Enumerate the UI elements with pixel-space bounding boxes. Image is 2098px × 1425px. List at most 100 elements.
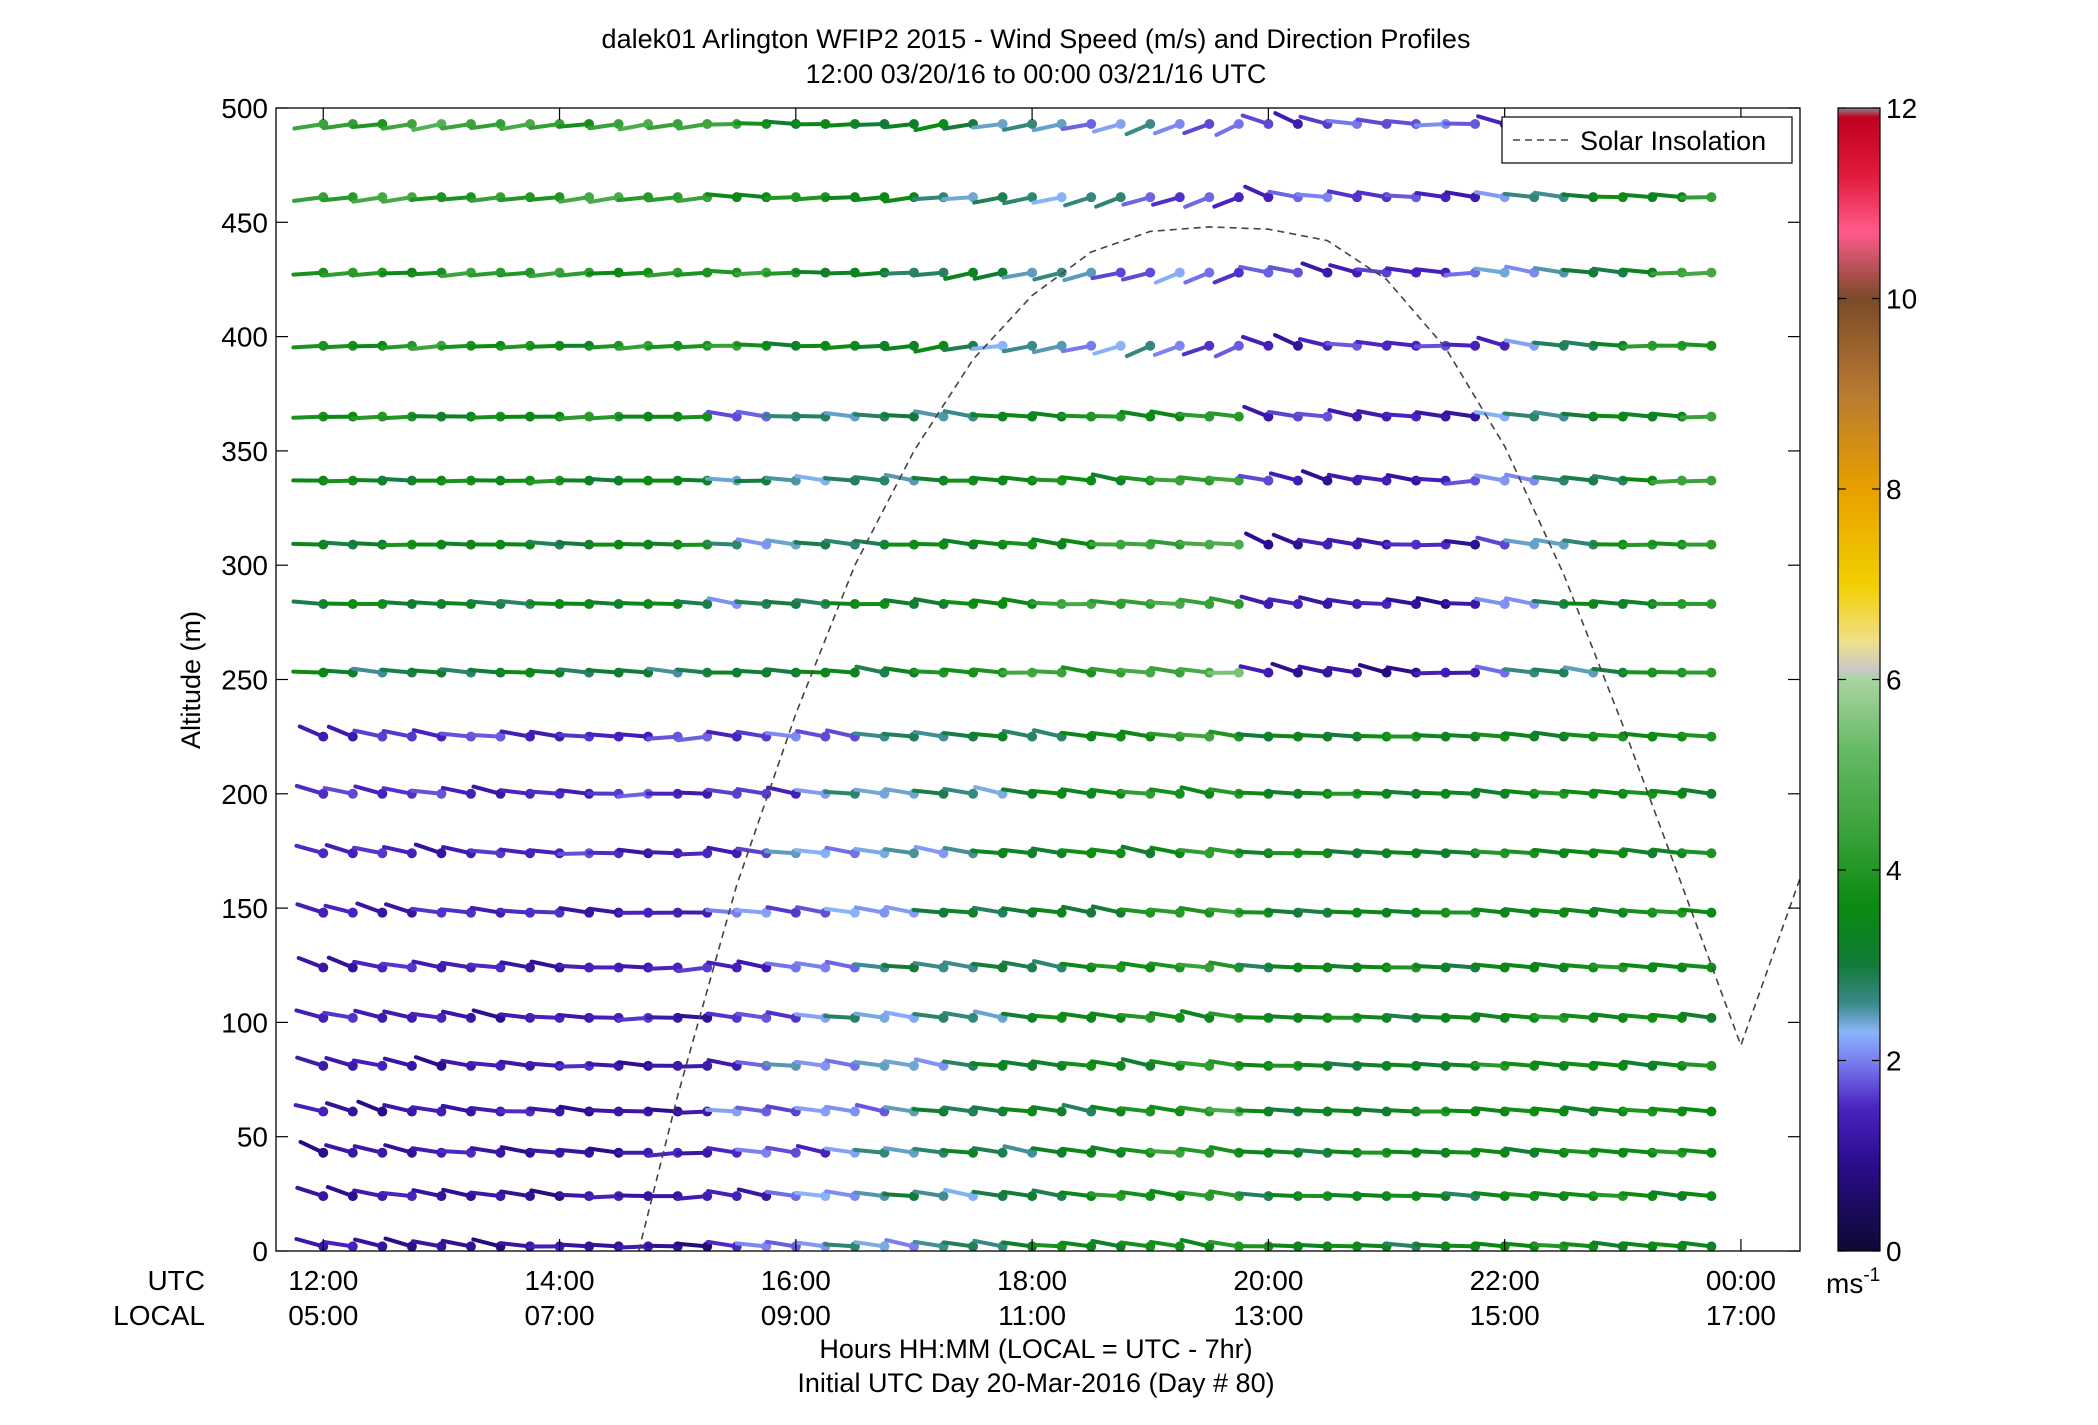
wind-barb-dot: [1470, 192, 1481, 203]
wind-barb-dot: [1263, 340, 1274, 351]
wind-barb-dot: [1470, 340, 1481, 351]
wind-barb: [972, 267, 1008, 281]
wind-barb-dot: [879, 475, 890, 486]
wind-barb: [1270, 661, 1303, 678]
wind-barb-dot: [1706, 599, 1717, 610]
wind-barb: [353, 784, 388, 799]
wind-barb: [1031, 119, 1067, 133]
wind-barb-dot: [436, 1241, 447, 1252]
wind-barb: [1148, 1239, 1185, 1252]
x-tick-label-local: 05:00: [288, 1300, 358, 1331]
wind-barb: [971, 961, 1008, 973]
wind-barb: [1208, 596, 1244, 610]
wind-barb-dot: [465, 907, 476, 918]
colorbar-tick-label: 12: [1886, 93, 1917, 124]
wind-barb: [324, 843, 358, 859]
wind-barb: [1238, 664, 1274, 678]
wind-barb-dot: [938, 788, 949, 799]
wind-barb-dot: [1115, 848, 1126, 859]
wind-barb-dot: [1706, 788, 1717, 799]
wind-barb-dot: [790, 907, 801, 918]
wind-barb-dot: [908, 340, 919, 351]
wind-barb: [380, 1190, 417, 1202]
y-tick-label: 200: [221, 779, 268, 810]
wind-barb-dot: [1292, 539, 1303, 550]
wind-barb-dot: [1322, 411, 1333, 422]
wind-barb-dot: [525, 731, 535, 742]
wind-barb-dot: [1086, 1241, 1097, 1252]
wind-barb: [587, 119, 624, 131]
wind-barb: [1273, 111, 1303, 130]
wind-barb-dot: [377, 1060, 388, 1071]
wind-barb-dot: [820, 1060, 831, 1071]
wind-barb: [1267, 597, 1303, 610]
wind-barb-dot: [1204, 962, 1215, 973]
wind-barb-dot: [1027, 539, 1038, 550]
wind-barb-dot: [377, 848, 388, 859]
wind-barb: [1679, 599, 1717, 610]
wind-barb: [675, 731, 713, 743]
wind-barb-dot: [702, 411, 713, 422]
wind-barb-dot: [1470, 667, 1481, 678]
wind-barb-dot: [347, 731, 358, 742]
wind-barb-dot: [1056, 267, 1067, 278]
wind-barb-dot: [613, 119, 624, 130]
wind-barb: [1680, 1011, 1717, 1023]
wind-barb: [1151, 192, 1185, 207]
wind-barb-dot: [1027, 119, 1038, 130]
wind-barb: [410, 1105, 447, 1117]
wind-barb: [295, 902, 329, 918]
wind-barb-dot: [1056, 192, 1067, 203]
wind-barb-dot: [1706, 539, 1717, 550]
wind-barb-dot: [495, 1147, 506, 1158]
wind-barb: [764, 731, 801, 742]
wind-barb: [413, 842, 447, 859]
wind-barb-dot: [1263, 192, 1274, 203]
wind-barb: [1149, 1011, 1185, 1023]
wind-barb-dot: [1351, 539, 1362, 550]
wind-barb: [380, 961, 417, 973]
wind-barb: [675, 599, 713, 610]
wind-barb: [882, 847, 919, 859]
y-tick-label: 450: [221, 207, 268, 238]
wind-barb: [853, 905, 890, 918]
wind-barb-dot: [908, 119, 919, 130]
wind-barb-dot: [997, 192, 1008, 203]
wind-barb-dot: [1706, 1147, 1717, 1158]
wind-barb: [1120, 844, 1156, 859]
wind-barb: [353, 1008, 388, 1023]
wind-barb-dot: [495, 119, 506, 130]
wind-barb-dot: [968, 1241, 979, 1252]
wind-barb-dot: [1499, 599, 1510, 610]
wind-barb-dot: [997, 731, 1008, 742]
wind-barb-dot: [1499, 475, 1510, 486]
wind-barb-dot: [525, 962, 535, 973]
y-tick-label: 0: [252, 1236, 268, 1267]
wind-barb-dot: [1411, 599, 1422, 610]
y-axis-label: Altitude (m): [176, 611, 206, 749]
wind-barb-dot: [1086, 267, 1097, 278]
wind-barb: [323, 903, 358, 918]
wind-barb: [1476, 335, 1510, 351]
wind-barb: [1679, 1191, 1717, 1202]
wind-barb: [971, 731, 1008, 742]
y-tick-label: 500: [221, 93, 268, 124]
wind-barb-dot: [820, 848, 831, 859]
wind-barb-dot: [347, 788, 358, 799]
wind-barb: [882, 119, 919, 130]
wind-barb: [356, 1099, 388, 1117]
wind-barb: [1030, 1105, 1067, 1117]
wind-barb: [381, 728, 417, 742]
wind-barb-dot: [1558, 667, 1569, 678]
wind-barb-dot: [938, 411, 949, 422]
wind-barb: [735, 1105, 772, 1117]
wind-barb-dot: [879, 1241, 890, 1252]
wind-barb-dot: [1174, 788, 1185, 799]
wind-barb: [1206, 667, 1244, 678]
wind-barb: [294, 1008, 329, 1023]
wind-barb: [1443, 340, 1481, 351]
wind-barb: [1444, 190, 1481, 203]
wind-barb-dot: [1174, 340, 1185, 351]
wind-barb-dot: [436, 1012, 447, 1023]
wind-barb: [1059, 1240, 1097, 1252]
